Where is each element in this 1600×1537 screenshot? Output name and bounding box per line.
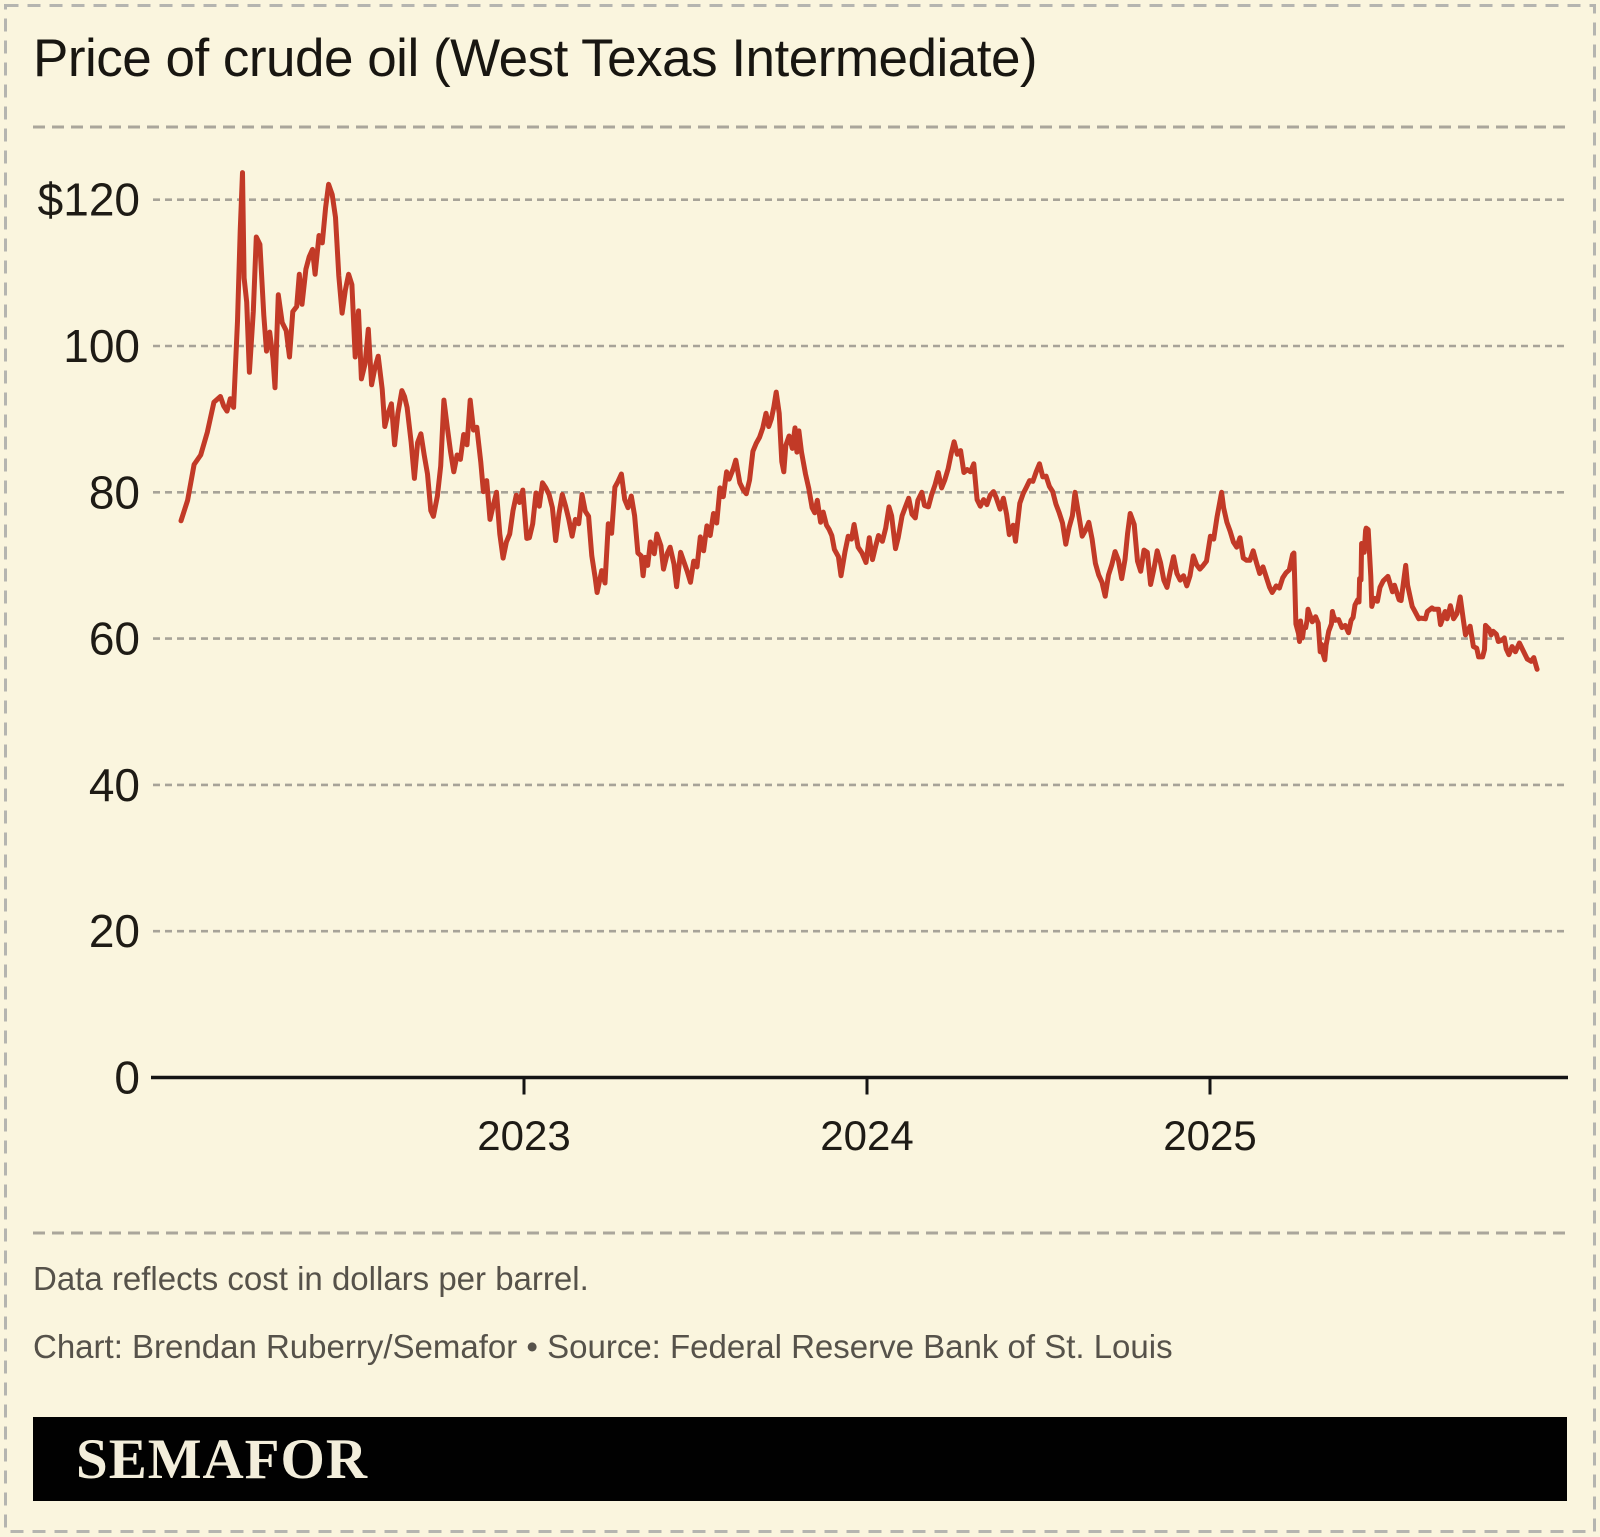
x-axis-label-2024: 2024 — [820, 1112, 913, 1159]
y-axis-label-120: $120 — [38, 174, 140, 226]
semafor-logo-bar: SEMAFOR — [33, 1417, 1567, 1501]
chart-title: Price of crude oil (West Texas Intermedi… — [33, 29, 1038, 88]
y-axis-label-0: 0 — [114, 1052, 140, 1104]
card-border — [4, 4, 1596, 1533]
y-axis-label-20: 20 — [89, 905, 140, 957]
chart-credit-source: Chart: Brendan Ruberry/Semafor • Source:… — [33, 1328, 1173, 1365]
x-axis-label-2023: 2023 — [477, 1112, 570, 1159]
semafor-wordmark: SEMAFOR — [76, 1427, 368, 1491]
y-axis-label-40: 40 — [89, 759, 140, 811]
x-axis-label-2025: 2025 — [1163, 1112, 1256, 1159]
y-axis-label-80: 80 — [89, 466, 140, 518]
chart-footnote: Data reflects cost in dollars per barrel… — [33, 1260, 589, 1297]
price-line-wti — [178, 170, 1540, 672]
y-axis-label-60: 60 — [89, 613, 140, 665]
y-axis-label-100: 100 — [63, 320, 140, 372]
